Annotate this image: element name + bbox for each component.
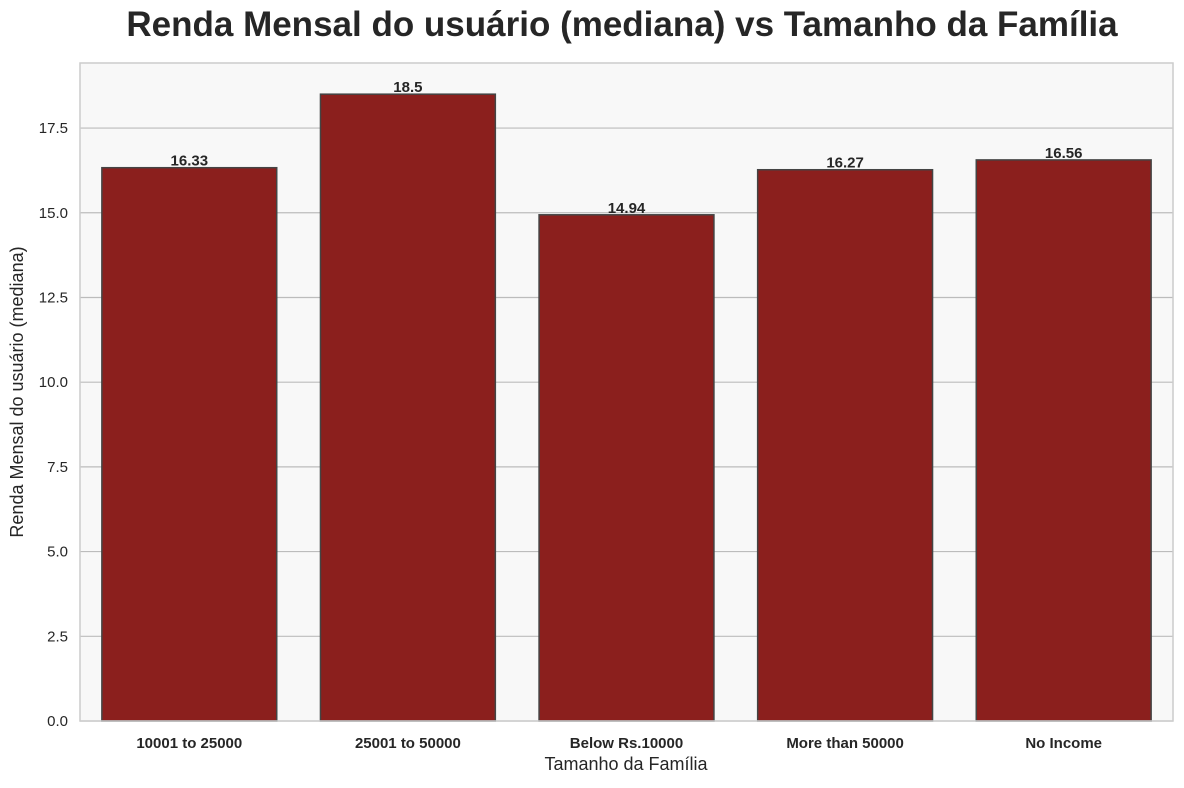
- y-tick-label: 12.5: [39, 289, 68, 306]
- x-tick-label: 10001 to 25000: [136, 735, 242, 752]
- bar-value-label: 16.27: [826, 155, 864, 172]
- bar-value-label: 18.5: [393, 79, 422, 96]
- y-tick-label: 0.0: [47, 713, 68, 730]
- y-tick-label: 5.0: [47, 544, 68, 561]
- x-tick-label: No Income: [1025, 735, 1102, 752]
- bar-value-label: 16.33: [171, 153, 209, 170]
- data-labels: 16.33 18.5 14.94 16.27 16.56: [171, 79, 1083, 217]
- bar: [975, 159, 1152, 722]
- y-tick-label: 7.5: [47, 459, 68, 476]
- bar-value-label: 16.56: [1045, 145, 1083, 162]
- x-tick-label: More than 50000: [786, 735, 904, 752]
- y-tick-label: 17.5: [39, 120, 68, 137]
- chart-title: Renda Mensal do usuário (mediana) vs Tam…: [126, 5, 1118, 44]
- bar: [756, 168, 934, 722]
- y-tick-label: 2.5: [47, 628, 68, 645]
- y-tick-label: 15.0: [39, 205, 68, 222]
- x-axis-ticks: 10001 to 25000 25001 to 50000 Below Rs.100…: [136, 735, 1102, 752]
- y-axis-label: Renda Mensal do usuário (mediana): [7, 246, 27, 537]
- bar-value-label: 14.94: [608, 200, 646, 217]
- bars: [101, 93, 1152, 722]
- x-tick-label: Below Rs.10000: [570, 735, 683, 752]
- plot-frame: [79, 62, 1174, 722]
- y-tick-label: 10.0: [39, 374, 68, 391]
- bar: [101, 166, 278, 722]
- bar: [538, 214, 715, 722]
- x-axis-label: Tamanho da Família: [544, 754, 708, 774]
- y-axis-ticks: 0.0 2.5 5.0 7.5 10.0 12.5 15.0 17.5: [39, 120, 68, 730]
- bar: [319, 93, 497, 722]
- x-tick-label: 25001 to 50000: [355, 735, 461, 752]
